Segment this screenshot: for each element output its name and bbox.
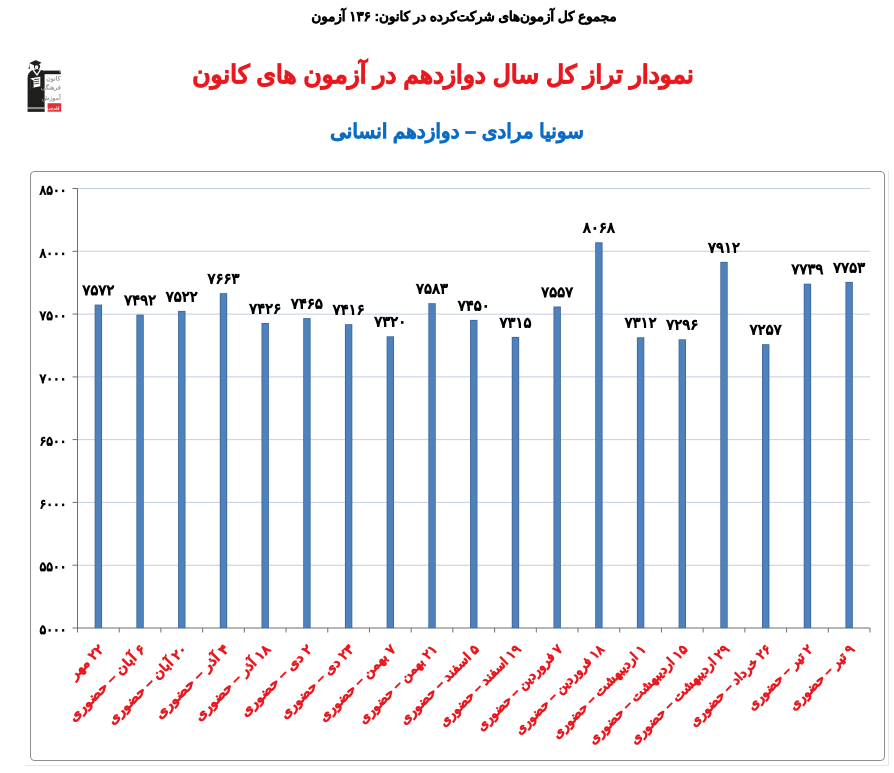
svg-text:۷۵۲۲: ۷۵۲۲	[165, 289, 198, 305]
svg-text:۸۰۶۸: ۸۰۶۸	[582, 221, 616, 237]
svg-text:۷۴۵۰: ۷۴۵۰	[457, 298, 490, 314]
svg-text:۷۴۹۲: ۷۴۹۲	[123, 293, 156, 309]
svg-text:۵۰۰۰: ۵۰۰۰	[40, 622, 67, 637]
svg-text:۷۴۱۶: ۷۴۱۶	[332, 303, 365, 319]
svg-text:۷۵۸۳: ۷۵۸۳	[415, 282, 448, 298]
svg-text:۷۷۳۹: ۷۷۳۹	[790, 262, 823, 278]
svg-text:۷۳۲۰: ۷۳۲۰	[373, 315, 406, 331]
svg-text:۷۹۱۲: ۷۹۱۲	[707, 240, 740, 256]
svg-text:۷۴۲۶: ۷۴۲۶	[248, 301, 281, 317]
svg-text:قلم‌چی: قلم‌چی	[47, 105, 59, 111]
svg-text:۸۰۰۰: ۸۰۰۰	[39, 245, 67, 260]
svg-text:۸۵۰۰: ۸۵۰۰	[39, 183, 67, 198]
svg-text:۷۵۰۰: ۷۵۰۰	[39, 308, 67, 323]
svg-text:۷۲۵۷: ۷۲۵۷	[749, 323, 783, 339]
svg-text:۷۰۰۰: ۷۰۰۰	[39, 371, 67, 386]
svg-text:۷۵۵۷: ۷۵۵۷	[540, 285, 574, 301]
svg-text:۷۷۵۳: ۷۷۵۳	[832, 260, 865, 276]
svg-text:آموزش: آموزش	[42, 94, 62, 102]
svg-text:۷۳۱۲: ۷۳۱۲	[624, 316, 657, 332]
svg-text:۷۲۹۶: ۷۲۹۶	[665, 318, 698, 334]
svg-text:۷۴۶۵: ۷۴۶۵	[290, 297, 323, 313]
svg-text:۶۵۰۰: ۶۵۰۰	[40, 434, 67, 449]
svg-text:فرهنگی: فرهنگی	[41, 84, 61, 92]
svg-text:۵۵۰۰: ۵۵۰۰	[40, 559, 67, 574]
svg-text:۷۶۶۳: ۷۶۶۳	[206, 272, 239, 288]
svg-text:كانون: كانون	[46, 75, 60, 82]
svg-text:۶۰۰۰: ۶۰۰۰	[40, 496, 67, 511]
svg-text:۷۳۱۵: ۷۳۱۵	[498, 315, 531, 331]
svg-text:۷۵۷۲: ۷۵۷۲	[81, 283, 114, 299]
